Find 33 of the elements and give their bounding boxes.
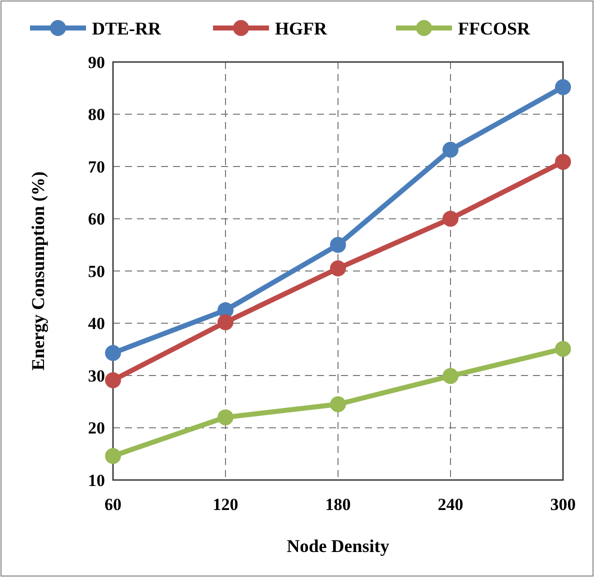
point: [218, 409, 234, 426]
point: [555, 154, 571, 170]
y-tick-label: 10: [88, 470, 105, 490]
y-tick-label: 90: [88, 52, 105, 72]
legend-label: DTE-RR: [92, 18, 162, 38]
y-axis-title: Energy Consumption (%): [28, 171, 48, 371]
legend-label: HGFR: [275, 18, 328, 38]
x-axis-title: Node Density: [286, 536, 390, 556]
point: [105, 448, 121, 464]
x-tick-label: 240: [438, 495, 464, 514]
y-tick-label: 60: [88, 210, 105, 229]
legend-label: FFCOSR: [458, 18, 531, 38]
point: [442, 210, 458, 227]
x-tick-label: 300: [550, 495, 576, 514]
y-tick-label: 70: [88, 157, 105, 176]
point: [330, 260, 346, 276]
point: [442, 142, 458, 158]
point: [442, 368, 458, 384]
point: [105, 372, 121, 388]
point: [555, 79, 571, 96]
x-tick-label: 120: [212, 495, 238, 514]
point: [330, 236, 346, 253]
y-tick-label: 50: [88, 262, 105, 281]
x-tick-label: 60: [104, 495, 122, 514]
x-tick-label: 180: [325, 495, 351, 514]
point: [555, 340, 571, 357]
point: [105, 345, 121, 361]
y-tick-label: 80: [88, 105, 105, 124]
point: [218, 314, 234, 330]
y-tick-label: 30: [88, 366, 105, 386]
y-tick-label: 20: [88, 418, 105, 438]
point: [330, 396, 346, 412]
y-tick-label: 40: [88, 314, 105, 334]
